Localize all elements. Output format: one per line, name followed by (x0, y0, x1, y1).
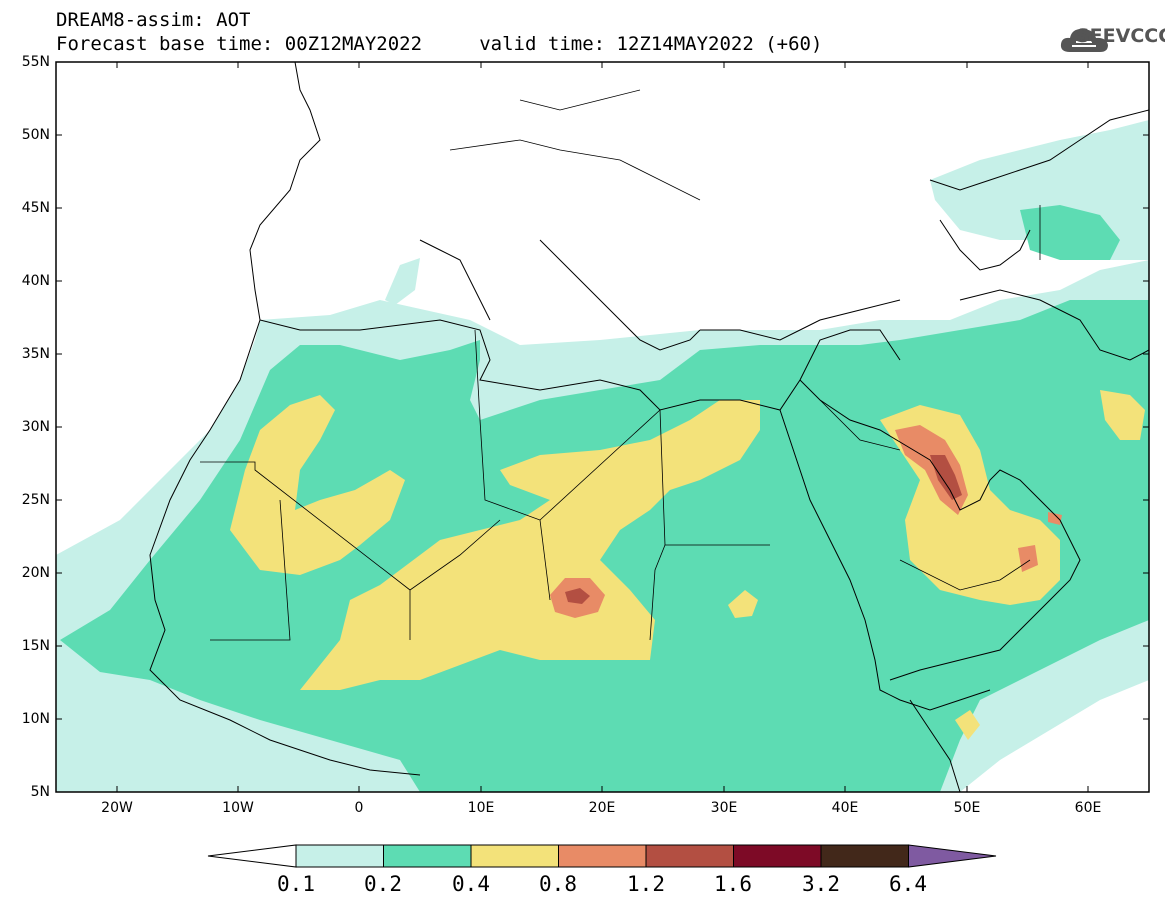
country-borders (200, 89, 1041, 641)
lon-label-60e: 60E (1074, 800, 1102, 816)
lat-label-15n: 15N (21, 638, 50, 654)
cloud-icon (1060, 28, 1108, 52)
colorbar-segment-7 (820, 844, 909, 868)
lon-label-0: 0 (354, 800, 364, 816)
colorbar-label: 1.6 (714, 872, 752, 896)
lon-label-20e: 20E (588, 800, 616, 816)
lat-label-10n: 10N (21, 711, 50, 727)
map-title: DREAM8-assim: AOT (56, 9, 251, 31)
colorbar-min-arrow (207, 844, 297, 868)
colorbar-segment-2 (383, 844, 472, 868)
colorbar-segment-4 (558, 844, 647, 868)
lon-label-50e: 50E (953, 800, 981, 816)
coastlines (149, 62, 1149, 792)
colorbar-label: 0.2 (364, 872, 402, 896)
colorbar-label: 0.1 (277, 872, 315, 896)
lon-label-10w: 10W (222, 800, 254, 816)
aot-contour-0.4 (230, 395, 405, 575)
lat-label-55n: 55N (21, 54, 50, 70)
colorbar-segment-5 (645, 844, 734, 868)
lat-label-5n: 5N (30, 784, 50, 800)
seevccc-logo: SEEVCCC (1076, 25, 1165, 47)
lat-label-25n: 25N (21, 492, 50, 508)
lat-label-35n: 35N (21, 346, 50, 362)
lon-label-20w: 20W (101, 800, 133, 816)
colorbar-label: 1.2 (627, 872, 665, 896)
lat-label-50n: 50N (21, 127, 50, 143)
colorbar-segment-3 (470, 844, 559, 868)
colorbar-segment-6 (733, 844, 822, 868)
lat-label-45n: 45N (21, 200, 50, 216)
colorbar-segment-1 (295, 844, 384, 868)
aot-contour-1.2 (565, 588, 590, 604)
colorbar-label: 3.2 (802, 872, 840, 896)
lon-label-40e: 40E (831, 800, 859, 816)
axis-ticks (56, 61, 1149, 792)
lon-label-30e: 30E (710, 800, 738, 816)
lon-label-10e: 10E (467, 800, 495, 816)
colorbar-label: 6.4 (889, 872, 927, 896)
colorbar-max-arrow (908, 844, 997, 868)
lat-label-30n: 30N (21, 419, 50, 435)
lat-label-40n: 40N (21, 273, 50, 289)
forecast-time-line: Forecast base time: 00Z12MAY2022 valid t… (56, 33, 823, 55)
lat-label-20n: 20N (21, 565, 50, 581)
colorbar-label: 0.8 (539, 872, 577, 896)
colorbar (207, 844, 997, 868)
colorbar-label: 0.4 (452, 872, 490, 896)
